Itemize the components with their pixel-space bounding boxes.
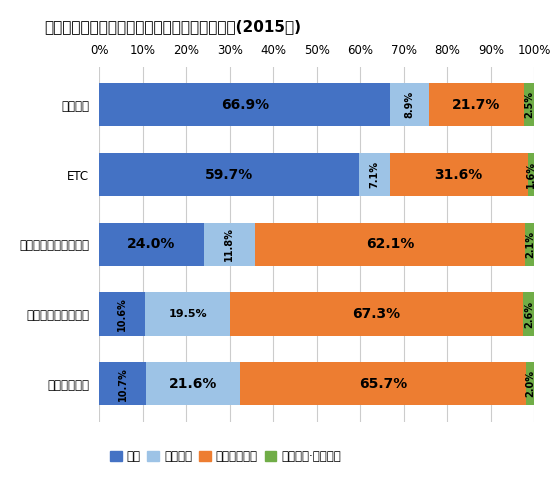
Bar <box>526 362 534 405</box>
Text: 2.1%: 2.1% <box>525 231 535 258</box>
Bar <box>99 362 146 405</box>
Text: 2.0%: 2.0% <box>525 370 535 397</box>
Bar <box>523 292 534 336</box>
Text: 62.1%: 62.1% <box>366 237 414 251</box>
Text: 65.7%: 65.7% <box>359 377 407 391</box>
Bar <box>145 292 230 336</box>
Legend: 搭載, 搭載予定, 搭載予定無し, 以前搭載·今は無し: 搭載, 搭載予定, 搭載予定無し, 以前搭載·今は無し <box>105 445 345 468</box>
Text: 67.3%: 67.3% <box>353 307 401 321</box>
Bar <box>99 223 204 266</box>
Text: 19.5%: 19.5% <box>169 309 207 319</box>
Bar <box>391 83 429 126</box>
Bar <box>99 292 145 336</box>
Text: 2.5%: 2.5% <box>524 91 534 118</box>
Bar <box>525 223 534 266</box>
Text: 24.0%: 24.0% <box>127 237 176 251</box>
Text: 10.6%: 10.6% <box>117 297 127 331</box>
Bar <box>146 362 240 405</box>
Text: 10.7%: 10.7% <box>117 367 127 400</box>
Text: 1.6%: 1.6% <box>526 161 536 188</box>
Text: 7.1%: 7.1% <box>370 161 380 188</box>
Text: 66.9%: 66.9% <box>221 98 269 112</box>
Bar <box>359 153 390 196</box>
Bar <box>99 153 359 196</box>
Bar <box>230 292 523 336</box>
Bar <box>255 223 525 266</box>
Text: 2.6%: 2.6% <box>524 300 534 328</box>
Text: 8.9%: 8.9% <box>405 91 415 118</box>
Bar <box>99 83 391 126</box>
Bar <box>523 83 534 126</box>
Bar <box>390 153 527 196</box>
Text: 21.6%: 21.6% <box>169 377 217 391</box>
Bar <box>527 153 534 196</box>
Text: 主に運転している車に搭載している機器・機能(2015年): 主に運転している車に搭載している機器・機能(2015年) <box>44 19 301 34</box>
Text: 31.6%: 31.6% <box>435 168 483 182</box>
Text: 21.7%: 21.7% <box>452 98 500 112</box>
Text: 59.7%: 59.7% <box>205 168 253 182</box>
Bar <box>204 223 255 266</box>
Bar <box>429 83 523 126</box>
Text: 11.8%: 11.8% <box>224 228 234 261</box>
Bar <box>240 362 526 405</box>
